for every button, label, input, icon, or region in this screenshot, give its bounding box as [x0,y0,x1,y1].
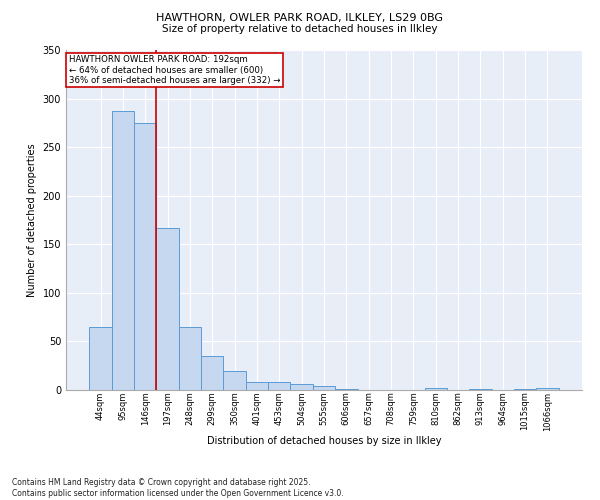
Text: Size of property relative to detached houses in Ilkley: Size of property relative to detached ho… [162,24,438,34]
Bar [134,123,157,390]
Bar [335,389,358,390]
Bar [313,386,335,390]
Text: HAWTHORN, OWLER PARK ROAD, ILKLEY, LS29 0BG: HAWTHORN, OWLER PARK ROAD, ILKLEY, LS29 … [157,12,443,22]
Bar [112,111,134,390]
Bar [89,327,112,390]
Bar [536,388,559,390]
Bar [201,356,223,390]
Y-axis label: Number of detached properties: Number of detached properties [27,143,37,297]
Bar [290,384,313,390]
Bar [223,370,246,390]
Bar [246,382,268,390]
Bar [268,382,290,390]
Bar [425,388,447,390]
Bar [179,327,201,390]
Text: HAWTHORN OWLER PARK ROAD: 192sqm
← 64% of detached houses are smaller (600)
36% : HAWTHORN OWLER PARK ROAD: 192sqm ← 64% o… [68,55,280,85]
X-axis label: Distribution of detached houses by size in Ilkley: Distribution of detached houses by size … [207,436,441,446]
Bar [469,389,491,390]
Text: Contains HM Land Registry data © Crown copyright and database right 2025.
Contai: Contains HM Land Registry data © Crown c… [12,478,344,498]
Bar [157,228,179,390]
Bar [514,389,536,390]
